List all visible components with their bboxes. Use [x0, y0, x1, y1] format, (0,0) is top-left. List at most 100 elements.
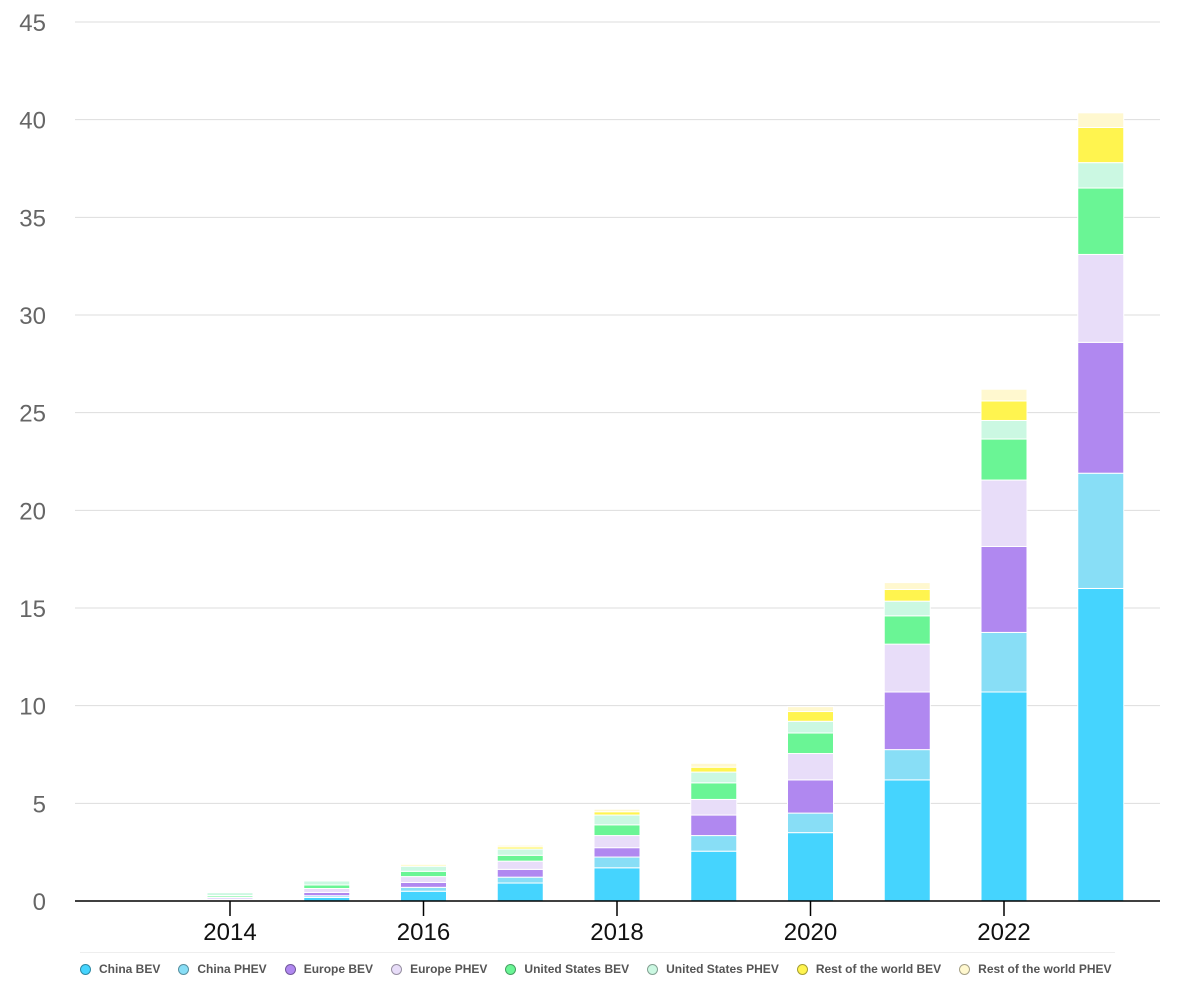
bar-segment[interactable]: [1077, 187, 1125, 255]
bar-segment[interactable]: [400, 881, 447, 888]
legend-item[interactable]: Europe BEV: [284, 962, 374, 976]
bar-segment[interactable]: [400, 876, 447, 883]
bar-segment[interactable]: [593, 824, 641, 837]
bar-segment[interactable]: [787, 832, 834, 902]
bar-segment[interactable]: [496, 860, 544, 870]
legend-item[interactable]: Rest of the world PHEV: [959, 962, 1112, 976]
grid-layer: [75, 21, 1160, 804]
y-tick-label: 45: [19, 10, 46, 37]
bar-segment[interactable]: [980, 691, 1028, 902]
legend-item[interactable]: United States PHEV: [647, 962, 779, 976]
legend-swatch-icon: [178, 963, 190, 975]
legend-item[interactable]: Rest of the world BEV: [796, 962, 942, 976]
y-tick-label: 0: [33, 889, 46, 916]
bar-segment[interactable]: [400, 886, 447, 892]
legend-swatch-icon: [80, 963, 91, 975]
bar-segment[interactable]: [980, 400, 1028, 421]
legend-swatch-icon: [647, 963, 659, 975]
bar-segment[interactable]: [980, 438, 1028, 481]
y-tick-label: 30: [19, 303, 46, 330]
bar-segment[interactable]: [787, 779, 834, 814]
legend-label: China PHEV: [197, 962, 267, 976]
bar-segment[interactable]: [980, 479, 1028, 547]
bar-segment[interactable]: [883, 749, 931, 781]
legend-item[interactable]: Europe PHEV: [391, 962, 487, 976]
bar-segment[interactable]: [593, 856, 641, 869]
bar-segment[interactable]: [1077, 126, 1125, 164]
bar-segment[interactable]: [980, 631, 1028, 693]
bar-segment[interactable]: [690, 766, 738, 773]
bar-segment[interactable]: [303, 884, 351, 889]
bar-segment[interactable]: [1077, 587, 1125, 902]
bar-segment[interactable]: [593, 835, 641, 849]
legend-swatch-icon: [959, 963, 971, 975]
bar-segment[interactable]: [593, 814, 641, 826]
bar-segment[interactable]: [400, 863, 447, 866]
stacked-bar-chart: 0 5 10 15 20 25 30 35 40 45 2014 2016 2018 2020 2022: [19, 10, 1160, 946]
bar-segment[interactable]: [496, 854, 544, 862]
bar-segment[interactable]: [980, 388, 1028, 402]
axis-layer: 0 5 10 15 20 25 30 35 40 45 2014 2016 2018 2020 2022: [19, 10, 1160, 946]
bar-segment[interactable]: [787, 732, 834, 755]
legend-label: Europe BEV: [303, 962, 374, 976]
bar-segment[interactable]: [883, 691, 931, 751]
bar-segment[interactable]: [593, 808, 641, 813]
bar-segment[interactable]: [980, 419, 1028, 440]
bar-segment[interactable]: [690, 835, 738, 852]
legend-swatch-icon: [284, 963, 296, 975]
bar-segment[interactable]: [690, 814, 738, 837]
legend-item[interactable]: China BEV: [80, 962, 160, 976]
bar-segment[interactable]: [303, 878, 351, 881]
bar-segment[interactable]: [400, 870, 447, 878]
bar-segment[interactable]: [690, 762, 738, 768]
x-tick-label: 2018: [590, 919, 643, 946]
bar-segment[interactable]: [883, 643, 931, 693]
legend-label: United States PHEV: [666, 962, 779, 976]
x-tick-label: 2022: [977, 919, 1030, 946]
bar-segment[interactable]: [883, 582, 931, 590]
bar-segment[interactable]: [980, 545, 1028, 633]
bar-segment[interactable]: [1077, 162, 1125, 189]
bar-segment[interactable]: [400, 865, 447, 872]
legend-item[interactable]: United States BEV: [505, 962, 629, 976]
legend-label: Rest of the world PHEV: [978, 962, 1112, 976]
y-tick-label: 15: [19, 596, 46, 623]
bar-segment[interactable]: [1077, 253, 1125, 343]
bar-segment[interactable]: [690, 782, 738, 800]
bar-segment[interactable]: [690, 850, 738, 902]
x-tick-label: 2016: [397, 919, 450, 946]
bar-segment[interactable]: [1077, 472, 1125, 589]
bar-segment[interactable]: [690, 771, 738, 784]
bar-segment[interactable]: [496, 844, 544, 848]
bar-segment[interactable]: [1077, 112, 1125, 128]
legend-item[interactable]: China PHEV: [178, 962, 267, 976]
bar-segment[interactable]: [400, 890, 447, 902]
legend-label: Rest of the world BEV: [815, 962, 942, 976]
y-tick-label: 20: [19, 498, 46, 525]
bar-segment[interactable]: [496, 868, 544, 878]
bar-segment[interactable]: [690, 798, 738, 816]
bar-segment[interactable]: [787, 812, 834, 834]
x-tick-label: 2020: [784, 919, 837, 946]
bar-segment[interactable]: [303, 887, 351, 893]
bar-segment[interactable]: [593, 867, 641, 902]
bar-segment[interactable]: [787, 720, 834, 734]
y-tick-label: 10: [19, 694, 46, 721]
bar-segment[interactable]: [496, 848, 544, 856]
bar-segment[interactable]: [787, 706, 834, 713]
legend-swatch-icon: [505, 963, 517, 975]
y-tick-label: 5: [33, 791, 46, 818]
bar-segment[interactable]: [883, 600, 931, 617]
bar-segment[interactable]: [787, 711, 834, 722]
bar-layer: [206, 112, 1125, 902]
bar-segment[interactable]: [496, 876, 544, 884]
bar-segment[interactable]: [883, 588, 931, 602]
bar-segment[interactable]: [787, 753, 834, 781]
bar-segment[interactable]: [883, 615, 931, 645]
bar-segment[interactable]: [303, 880, 351, 886]
y-tick-label: 35: [19, 205, 46, 232]
bar-segment[interactable]: [1077, 341, 1125, 474]
bar-segment[interactable]: [883, 779, 931, 902]
bar-segment[interactable]: [496, 882, 544, 902]
bar-segment[interactable]: [593, 847, 641, 858]
